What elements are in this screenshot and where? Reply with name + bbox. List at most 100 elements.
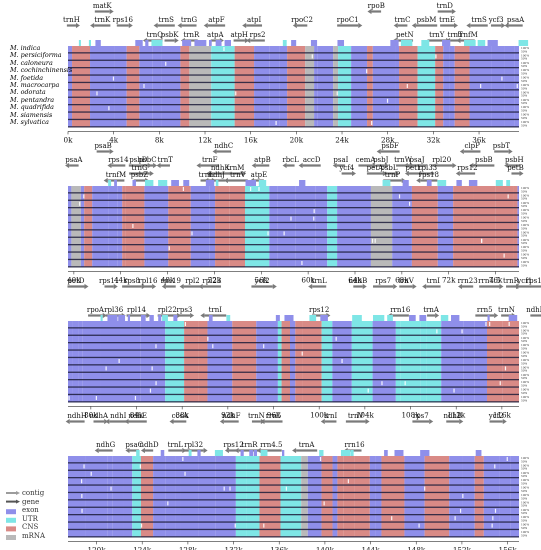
gene-arrow-head (332, 162, 337, 169)
species-row-line (68, 74, 519, 76)
gene-arrow-head (84, 283, 89, 290)
scale-marker: 100% (521, 216, 529, 220)
scale-marker: 50% (521, 234, 528, 238)
divergence-mark (336, 91, 338, 96)
conservation-block (327, 186, 338, 268)
gene-label-petA: petA (367, 164, 384, 172)
divergence-mark (453, 388, 455, 393)
annotation-block (487, 315, 490, 321)
annotation-block (495, 180, 503, 186)
legend-swatch-contig (6, 492, 16, 494)
gene-label-psbL: psbL (380, 164, 398, 172)
gene-label-rps8: rps8 (124, 277, 140, 285)
scale-marker: 50% (521, 64, 528, 68)
annotation-block (372, 315, 385, 321)
gene-label-ycf2: ycf2 (254, 277, 270, 285)
conservation-block (333, 46, 339, 128)
gene-label-rpl22: rpl22 (158, 306, 177, 314)
gene-arrow-head (156, 162, 161, 169)
annotation-block (387, 315, 393, 321)
gene-label-rrn5: rrn5 (477, 306, 493, 314)
gene-label-rps11: rps11 (99, 277, 119, 285)
annotation-block (240, 450, 244, 456)
divergence-mark (184, 322, 187, 326)
gene-label-psbT: psbT (493, 142, 511, 150)
conservation-block (68, 456, 86, 538)
gene-label-atpH: atpH (230, 31, 248, 39)
gene-arrow-head (161, 283, 166, 290)
axis-tick-label: 12k (198, 135, 212, 144)
axis-tick-label: 44k (114, 275, 128, 284)
gene-arrow-head (393, 283, 398, 290)
scale-marker: 100% (521, 380, 529, 384)
gene-arrow-head (65, 418, 70, 425)
species-label: M. pentandra (10, 95, 55, 104)
divergence-mark (366, 69, 368, 74)
species-row-line (68, 499, 519, 501)
annotation-block (281, 450, 285, 456)
gene-arrow-head (519, 170, 524, 177)
gene-arrow-head (196, 162, 201, 169)
legend-label-exon: exon (22, 506, 39, 515)
legend-swatch-gene (6, 500, 16, 503)
gene-label-rpl2: rpl2 (185, 277, 200, 285)
scale-marker: 100% (521, 201, 529, 205)
species-row-line (68, 52, 519, 54)
conservation-block (269, 46, 280, 128)
scale-marker: 100% (521, 113, 529, 117)
conservation-block (453, 186, 474, 268)
gene-label-trnI: trnI (324, 412, 338, 420)
divergence-mark (229, 486, 231, 491)
gene-arrow-head (466, 22, 471, 29)
divergence-mark (367, 388, 369, 393)
divergence-mark (481, 238, 483, 243)
conservation-block (443, 46, 450, 128)
conservation-block (280, 456, 302, 538)
axis-tick-label: 68k (395, 275, 409, 284)
annotation-block (145, 180, 154, 186)
gene-arrow-head (224, 447, 229, 454)
gene-label-petD: petD (67, 277, 84, 285)
scale-marker: 50% (521, 376, 528, 380)
scale-marker: 100% (521, 83, 529, 87)
species-row-line (68, 118, 519, 121)
annotation-block (456, 180, 462, 186)
conservation-block (290, 321, 296, 403)
axis-tick-label: 156k (499, 545, 518, 550)
gene-arrow-head (102, 312, 107, 319)
species-row-line (68, 477, 519, 479)
conservation-block (367, 46, 373, 128)
gene-label-ndhG: ndhG (96, 441, 115, 449)
annotation-block (205, 180, 215, 186)
divergence-mark (347, 479, 349, 484)
gene-arrow-head (504, 22, 509, 29)
gene-label-trnA: trnA (423, 306, 440, 314)
gene-label-ndhD: ndhD (140, 441, 159, 449)
annotation-block (518, 40, 529, 46)
gene-arrow-head (459, 418, 464, 425)
annotation-block (145, 40, 149, 46)
scale-marker: 100% (521, 343, 529, 347)
gene-arrow-head (454, 22, 459, 29)
gene-label-atpB: atpB (254, 156, 271, 164)
conservation-block (338, 46, 352, 128)
divergence-mark (263, 344, 265, 349)
divergence-mark (418, 523, 420, 528)
axis-tick-label: 108k (401, 410, 420, 419)
scale-marker: 100% (521, 515, 529, 519)
annotation-block (309, 315, 317, 321)
divergence-mark (207, 336, 209, 341)
divergence-mark (81, 494, 83, 498)
gene-label-cemA: cemA (356, 156, 377, 164)
annotation-block (215, 180, 219, 186)
species-row-line (68, 221, 519, 224)
gene-arrow-head (260, 418, 265, 425)
conservation-block (269, 186, 278, 268)
species-row-line (68, 244, 519, 246)
annotation-block (215, 40, 222, 46)
gene-label-trnV: trnV (398, 277, 415, 285)
annotation-block (249, 450, 254, 456)
divergence-mark (155, 381, 157, 386)
axis-tick-label: 24k (335, 135, 349, 144)
divergence-mark (134, 396, 137, 400)
